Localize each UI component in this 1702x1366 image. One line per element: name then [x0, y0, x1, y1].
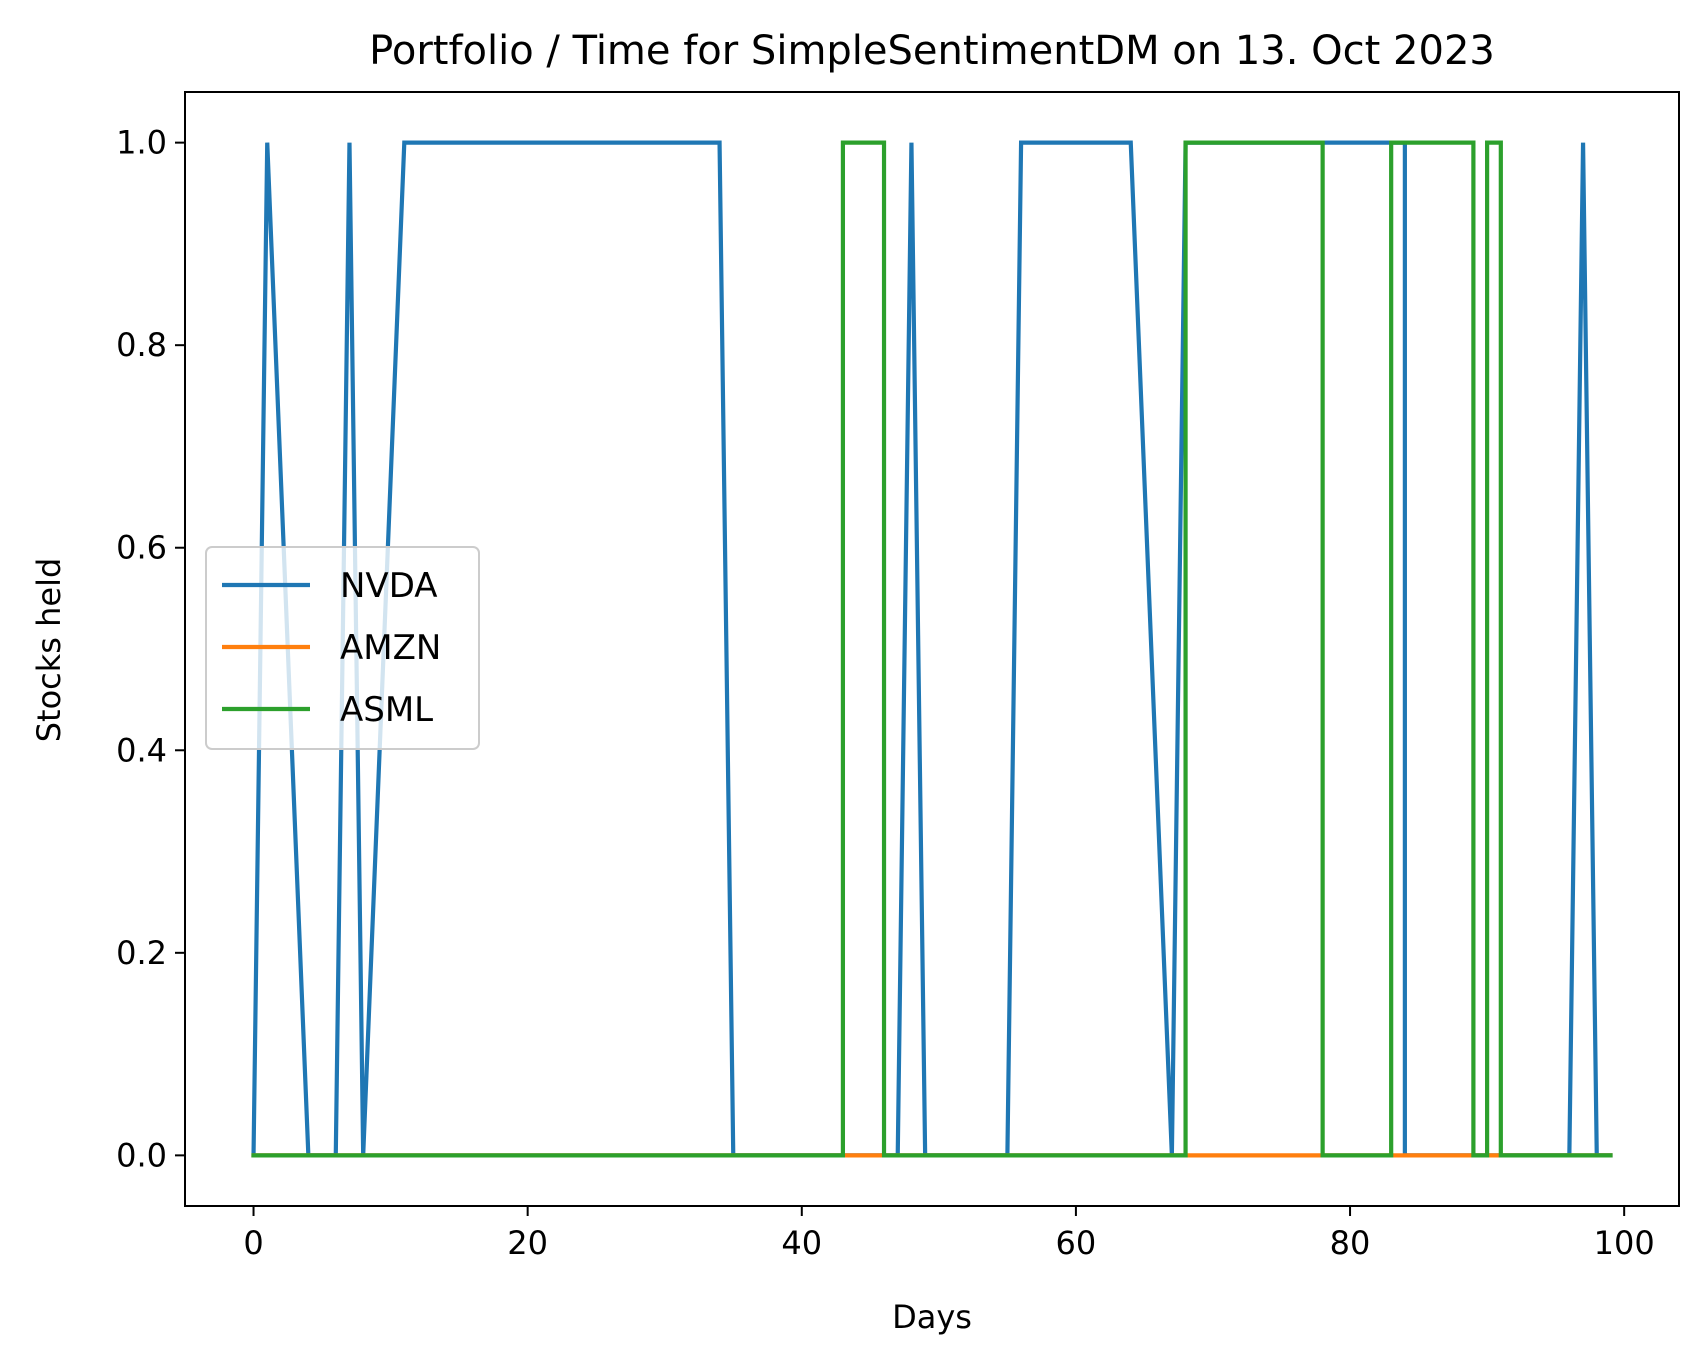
y-tick-label: 0.4 [116, 731, 167, 769]
series-lines [251, 140, 1613, 1158]
series-line-asml [251, 140, 1613, 1158]
x-tick-label: 100 [1594, 1224, 1655, 1262]
y-tick-label: 0.0 [116, 1136, 167, 1174]
y-axis-ticks: 0.0 0.2 0.4 0.6 0.8 1.0 [116, 124, 185, 1174]
plot-area [184, 91, 1680, 1207]
y-tick-label: 0.8 [116, 326, 167, 364]
x-tick-label: 60 [1056, 1224, 1097, 1262]
y-tick-label: 0.2 [116, 934, 167, 972]
x-tick-label: 20 [507, 1224, 548, 1262]
y-tick-label: 0.6 [116, 529, 167, 567]
plot-frame [184, 91, 1680, 1207]
y-tick-label: 1.0 [116, 124, 167, 162]
x-tick-label: 80 [1330, 1224, 1371, 1262]
chart-title: Portfolio / Time for SimpleSentimentDM o… [369, 28, 1495, 74]
y-axis-label: Stocks held [30, 558, 68, 743]
legend-label-asml: ASML [340, 690, 433, 730]
legend-label-amzn: AMZN [340, 628, 441, 668]
legend-label-nvda: NVDA [340, 566, 438, 606]
x-axis-ticks: 0 20 40 60 80 100 [243, 1206, 1655, 1262]
x-tick-label: 40 [781, 1224, 822, 1262]
legend: NVDA AMZN ASML [205, 546, 480, 750]
x-axis-label: Days [892, 1298, 972, 1336]
x-tick-label: 0 [243, 1224, 263, 1262]
legend-box [205, 546, 480, 750]
